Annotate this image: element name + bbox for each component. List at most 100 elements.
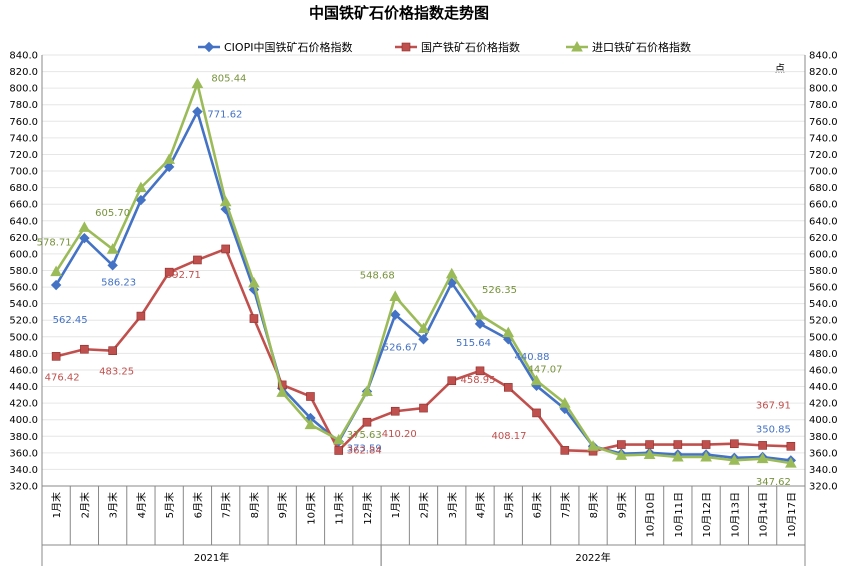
data-label: 458.95	[461, 375, 496, 386]
axes: 320.0 320.0 340.0 340.0 360.0 360.0 380.0 380.0…	[9, 51, 838, 566]
data-point	[107, 260, 118, 271]
data-point	[334, 446, 344, 455]
y-tick-label-left: 320.0	[9, 482, 38, 493]
data-point	[50, 265, 62, 277]
data-point	[136, 311, 146, 321]
data-point	[617, 440, 626, 449]
data-point	[530, 374, 543, 386]
data-point	[474, 308, 486, 320]
x-tick-label: 10月10日	[645, 492, 657, 537]
y-tick-label-left: 740.0	[9, 133, 38, 144]
x-tick-label: 1月末	[389, 492, 402, 518]
y-tick-label-right: 380.0	[809, 432, 838, 443]
data-point	[135, 181, 147, 193]
y-tick-label-right: 400.0	[809, 415, 838, 426]
data-point	[249, 314, 259, 323]
y-tick-label-left: 380.0	[9, 432, 38, 443]
y-tick-label-left: 480.0	[9, 349, 38, 360]
y-tick-label-left: 440.0	[9, 382, 38, 393]
data-point	[78, 221, 91, 232]
data-label: 347.62	[756, 477, 791, 488]
data-label: 375.63	[347, 430, 382, 441]
data-label: 605.70	[95, 208, 130, 219]
y-tick-label-right: 720.0	[809, 150, 838, 161]
y-tick-label-left: 520.0	[9, 316, 38, 327]
data-label: 373.59	[347, 444, 382, 455]
data-label: 362.84	[347, 445, 382, 456]
data-point	[643, 448, 656, 460]
legend-item: 进口铁矿石价格指数	[566, 40, 691, 54]
data-point	[248, 276, 260, 288]
data-point	[106, 243, 119, 254]
data-point	[332, 433, 345, 445]
y-tick-label-right: 700.0	[809, 167, 838, 178]
data-label: 440.88	[515, 352, 550, 363]
y-tick-label-left: 840.0	[9, 51, 38, 62]
data-point	[163, 153, 176, 164]
data-label: 526.67	[383, 343, 418, 354]
data-point	[445, 267, 458, 279]
y-tick-label-right: 680.0	[809, 183, 838, 194]
x-tick-label: 10月13日	[729, 492, 741, 537]
y-tick-label-left: 360.0	[9, 448, 38, 459]
data-point	[447, 376, 457, 386]
data-point	[390, 406, 400, 416]
y-tick-label-left: 420.0	[9, 399, 38, 410]
y-tick-label-left: 720.0	[9, 150, 38, 161]
y-tick-label-right: 560.0	[809, 283, 838, 294]
legend-item: 国产铁矿石价格指数	[395, 40, 520, 54]
x-tick-label: 5月末	[163, 492, 176, 518]
x-tick-label: 8月末	[587, 492, 600, 518]
data-point	[306, 392, 315, 401]
data-point	[701, 440, 711, 449]
data-point	[560, 446, 570, 455]
data-point	[192, 106, 203, 117]
data-label: 476.42	[45, 372, 80, 383]
legend-marker	[571, 40, 583, 52]
data-point	[728, 454, 741, 465]
x-tick-label: 7月末	[220, 492, 233, 518]
y-tick-label-left: 600.0	[9, 249, 38, 260]
x-tick-label: 4月末	[135, 492, 148, 518]
data-point	[502, 326, 515, 338]
y-tick-label-left: 800.0	[9, 84, 38, 95]
y-tick-label-right: 320.0	[809, 482, 838, 493]
x-tick-label: 8月末	[248, 492, 261, 518]
data-point	[645, 440, 654, 449]
x-tick-label: 12月末	[361, 492, 374, 525]
data-point	[361, 385, 373, 397]
y-tick-label-left: 820.0	[9, 67, 38, 78]
x-tick-label: 9月末	[615, 492, 628, 518]
data-point	[673, 440, 683, 449]
data-point	[108, 346, 117, 355]
chart-title: 中国铁矿石价格指数走势图	[309, 4, 489, 22]
y-tick-label-right: 440.0	[809, 382, 838, 393]
y-tick-label-right: 480.0	[809, 349, 838, 360]
y-tick-label-right: 580.0	[809, 266, 838, 277]
y-tick-label-right: 460.0	[809, 365, 838, 376]
data-point	[503, 383, 513, 392]
legend-label: 国产铁矿石价格指数	[421, 40, 520, 54]
legend-label: CIOPI中国铁矿石价格指数	[224, 40, 352, 54]
y-tick-label-left: 760.0	[9, 117, 38, 128]
data-point	[417, 322, 430, 334]
data-point	[474, 318, 486, 330]
x-tick-label: 10月末	[304, 492, 317, 525]
y-tick-label-right: 420.0	[809, 399, 838, 410]
data-point	[786, 441, 796, 451]
data-point	[389, 290, 402, 301]
data-point	[276, 386, 289, 397]
legend-label: 进口铁矿石价格指数	[592, 40, 691, 54]
data-point	[50, 279, 62, 291]
y-tick-label-right: 640.0	[809, 216, 838, 227]
data-point	[390, 309, 401, 320]
y-tick-label-left: 640.0	[9, 216, 38, 227]
x-tick-label: 10月17日	[786, 492, 798, 537]
x-tick-label: 5月末	[502, 492, 515, 518]
data-point	[80, 344, 89, 354]
data-label: 350.85	[756, 424, 791, 435]
data-point	[758, 441, 767, 450]
y-tick-label-left: 340.0	[9, 465, 38, 476]
